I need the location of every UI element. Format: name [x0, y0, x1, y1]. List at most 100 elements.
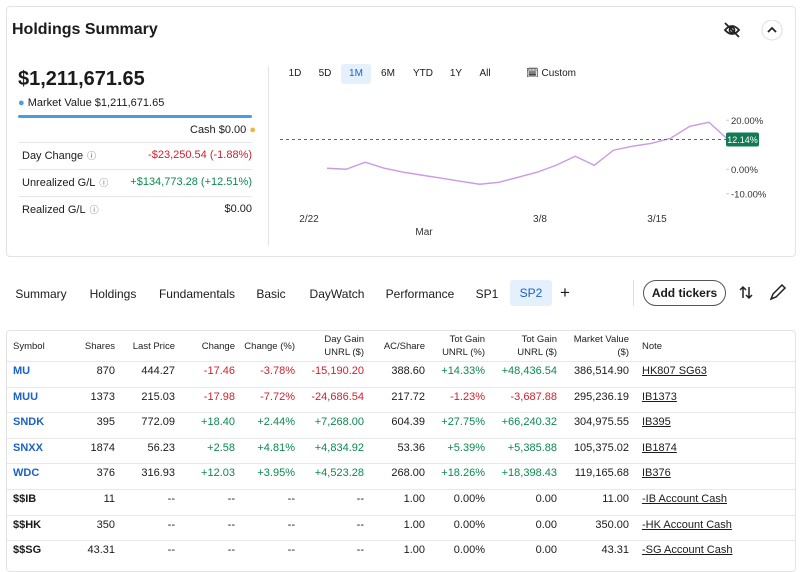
tab[interactable]: Fundamentals [158, 287, 236, 301]
info-icon[interactable]: ⓘ [99, 178, 109, 188]
cell: 1.00 [403, 493, 425, 505]
range-button[interactable]: 1M [341, 64, 371, 84]
holdings-card [6, 6, 796, 257]
range-button[interactable]: 5D [318, 68, 332, 79]
header-icons[interactable] [722, 20, 788, 42]
y-tick-label: 20.00% [731, 116, 764, 127]
cell: +7,268.00 [314, 416, 364, 429]
divider [633, 280, 634, 306]
cell: +66,240.32 [501, 416, 557, 429]
row-label: Realized G/L ⓘ [22, 204, 99, 216]
current-label: 12.14% [727, 135, 758, 145]
y-tick-label: -10.00% [731, 189, 767, 200]
toolbar-icons[interactable] [738, 284, 788, 302]
tab[interactable]: Performance [385, 287, 455, 301]
x-tick-label: 2/22 [299, 214, 319, 225]
cell: -- [167, 493, 175, 505]
symbol-link[interactable]: MU [13, 365, 31, 377]
cell[interactable]: IB376 [642, 467, 671, 480]
tab[interactable]: Basic [256, 287, 286, 301]
column-header: Day Gain [324, 334, 364, 345]
cell: 217.72 [391, 390, 425, 403]
title: Holdings Summary [12, 21, 158, 38]
x-tick-label: 3/15 [647, 214, 667, 225]
cell: 388.60 [391, 365, 425, 377]
cell: +48,436.54 [501, 365, 557, 377]
allocation-bar [18, 115, 252, 118]
column-header: Last Price [132, 341, 175, 352]
current-badge [726, 132, 759, 147]
row-value: +$134,773.28 (+12.51%) [130, 176, 252, 188]
info-icon[interactable]: ⓘ [87, 151, 97, 161]
row-divider [7, 514, 795, 516]
value: $1,211,671.65 [94, 97, 165, 109]
cell: 772.09 [141, 416, 175, 429]
cell: 11.00 [602, 493, 629, 505]
symbol-link[interactable]: WDC [13, 467, 40, 480]
cell[interactable]: IB1373 [642, 390, 677, 403]
cell[interactable]: HK807 SG63 [642, 365, 707, 377]
add-tickers-button[interactable]: Add tickers [643, 280, 726, 306]
range-button[interactable]: 1Y [449, 68, 463, 79]
range-button[interactable]: 1D [288, 68, 302, 79]
row-divider [7, 540, 795, 542]
cell: 0.00 [535, 518, 557, 531]
cell: +2.58 [207, 441, 235, 454]
column-header: Tot Gain [449, 334, 485, 345]
cell: -3.78% [260, 365, 295, 377]
range-button[interactable]: YTD [413, 68, 433, 79]
cell: -- [356, 518, 364, 531]
row-divider [7, 412, 795, 414]
range-button[interactable]: All [479, 68, 491, 79]
cell: -- [356, 544, 364, 557]
line [326, 121, 729, 185]
tab[interactable]: SP1 [475, 287, 499, 301]
label: Cash [190, 124, 216, 136]
divider [18, 142, 252, 143]
cell[interactable]: -SG Account Cash [642, 544, 733, 557]
tab[interactable]: DayWatch [309, 287, 365, 301]
row-divider [7, 437, 795, 439]
symbol-link[interactable]: $$HK [13, 518, 42, 531]
add-tab[interactable]: + [560, 283, 570, 302]
cell: 119,165.68 [574, 467, 629, 480]
cell: 1373 [90, 390, 115, 403]
cell[interactable]: -IB Account Cash [642, 493, 727, 505]
cell: 0.00% [453, 544, 485, 557]
cell: -15,190.20 [311, 365, 364, 377]
cell[interactable]: IB1874 [642, 441, 677, 454]
symbol-link[interactable]: $$IB [13, 493, 37, 505]
column-header: UNRL (%) [442, 347, 485, 358]
symbol-link[interactable]: $$SG [13, 544, 42, 557]
label: Market Value [27, 97, 92, 109]
performance-chart: 20.00% 0.00% -10.00% 12.14% 2/22 Mar 3/8 3/15 [280, 116, 767, 238]
tab[interactable]: Summary [15, 287, 67, 301]
column-header: Tot Gain [521, 334, 557, 345]
info-icon[interactable]: ⓘ [89, 205, 99, 215]
cell: +18.40 [201, 416, 235, 429]
range-button[interactable]: 🗓 Custom [526, 68, 576, 79]
range-button[interactable]: 6M [381, 68, 395, 79]
cell: -- [356, 493, 364, 505]
symbol-link[interactable]: MUU [13, 390, 39, 403]
cell: 56.23 [147, 441, 175, 454]
cell: 11 [103, 493, 115, 505]
row-label: Day Change ⓘ [22, 150, 97, 162]
cell: -- [227, 544, 235, 557]
divider [18, 196, 252, 197]
cell: 395 [96, 416, 115, 429]
tab[interactable]: Holdings [89, 287, 137, 301]
cell: 43.31 [601, 544, 629, 557]
column-header: Symbol [13, 341, 45, 352]
symbol-link[interactable]: SNXX [13, 441, 43, 454]
cell: 350.00 [595, 518, 629, 531]
cell: +4,523.28 [314, 467, 364, 480]
cell[interactable]: IB395 [642, 416, 671, 429]
cell: +2.44% [257, 416, 295, 429]
cell: -- [227, 518, 235, 531]
cell: 316.93 [141, 467, 175, 480]
cell[interactable]: -HK Account Cash [642, 518, 732, 531]
symbol-link[interactable]: SNDK [13, 416, 45, 429]
tab[interactable]: SP2 [510, 280, 552, 306]
